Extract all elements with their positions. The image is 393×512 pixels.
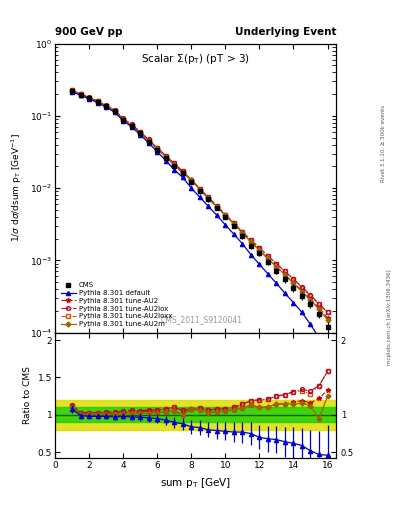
Text: mcplots.cern.ch [arXiv:1306.3436]: mcplots.cern.ch [arXiv:1306.3436]	[387, 270, 391, 365]
Y-axis label: 1/$\sigma$ d$\sigma$/dsum p$_\mathsf{T}$ [GeV$^{-1}$]: 1/$\sigma$ d$\sigma$/dsum p$_\mathsf{T}$…	[10, 134, 24, 243]
X-axis label: sum p$_\mathsf{T}$ [GeV]: sum p$_\mathsf{T}$ [GeV]	[160, 476, 231, 489]
Text: Rivet 3.1.10, ≥ 300k events: Rivet 3.1.10, ≥ 300k events	[381, 105, 386, 182]
Text: Scalar $\Sigma$(p$_\mathsf{T}$) (pT > 3): Scalar $\Sigma$(p$_\mathsf{T}$) (pT > 3)	[141, 52, 250, 66]
Y-axis label: Ratio to CMS: Ratio to CMS	[23, 367, 32, 424]
Legend: CMS, Pythia 8.301 default, Pythia 8.301 tune-AU2, Pythia 8.301 tune-AU2lox, Pyth: CMS, Pythia 8.301 default, Pythia 8.301 …	[59, 280, 174, 329]
Text: Underlying Event: Underlying Event	[235, 27, 336, 37]
Text: 900 GeV pp: 900 GeV pp	[55, 27, 123, 37]
Text: CMS_2011_S9120041: CMS_2011_S9120041	[160, 315, 242, 324]
